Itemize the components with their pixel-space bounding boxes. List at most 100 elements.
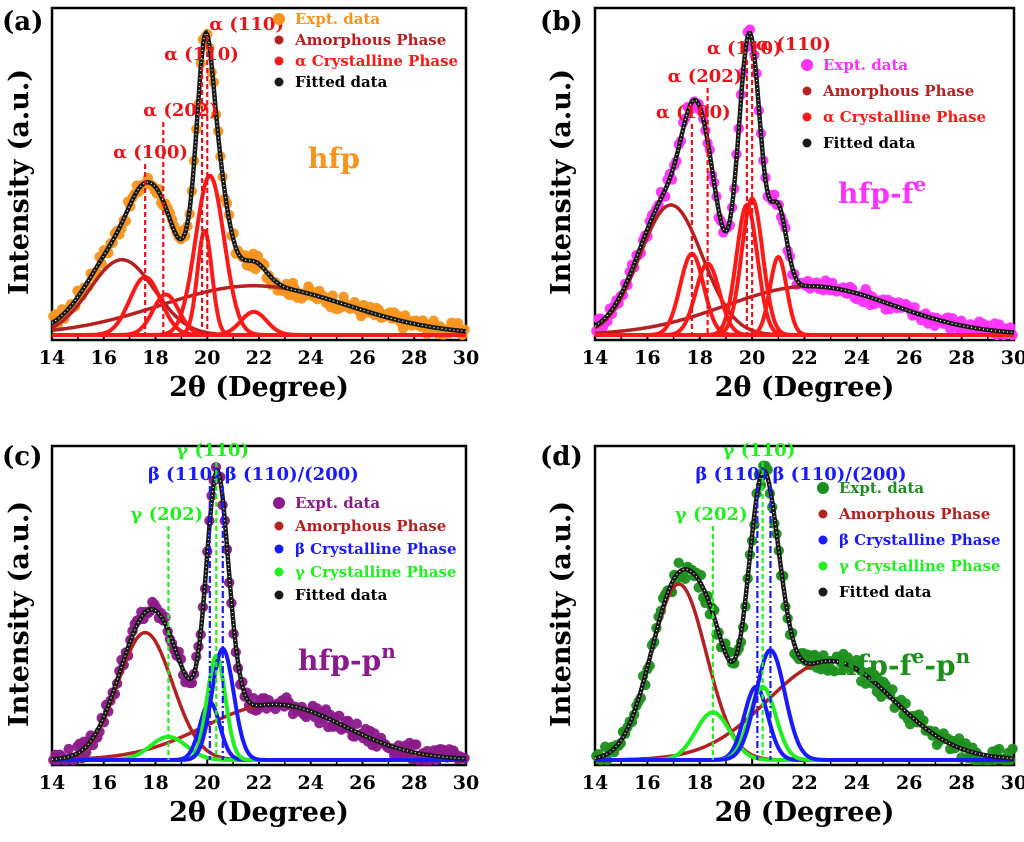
- legend-marker: [818, 509, 828, 519]
- expt-data-point: [887, 684, 898, 695]
- peak-annotation: β (110): [695, 464, 768, 485]
- x-tick-label: 18: [142, 772, 168, 794]
- panel-c: 14 16 18 20 22 24 26 28 30 2θ (Degree) Intensity (…: [2, 440, 479, 828]
- fitted-curve-highlight: [594, 32, 1015, 334]
- peak-annotation: α (110): [209, 14, 284, 35]
- expt-data-point: [994, 743, 1005, 755]
- x-tick-label: 26: [896, 347, 922, 369]
- legend-marker: [273, 13, 285, 25]
- expt-data-point: [851, 654, 862, 666]
- x-axis-title: 2θ (Degree): [715, 797, 895, 828]
- x-tick-label: 20: [739, 347, 765, 369]
- x-tick-label: 16: [91, 347, 117, 369]
- sample-superscript: e: [912, 644, 925, 668]
- peak-annotation: α (110): [756, 34, 831, 55]
- sample-superscript: e: [914, 172, 927, 196]
- fitted-curve: [594, 468, 1015, 761]
- legend-marker: [274, 56, 284, 66]
- x-tick-label: 16: [91, 772, 117, 794]
- legend-entry: Amorphous Phase: [294, 517, 446, 535]
- sample-superscript: n: [381, 639, 396, 663]
- x-tick-label: 18: [142, 347, 168, 369]
- peak-annotation: γ (110): [723, 440, 796, 461]
- expt-data-point: [769, 189, 780, 200]
- legend-marker: [818, 587, 828, 597]
- x-tick-label: 14: [39, 772, 65, 794]
- expt-data-point: [63, 743, 74, 755]
- legend-marker: [274, 567, 284, 577]
- x-tick-label: 18: [687, 347, 713, 369]
- legend-marker: [274, 35, 284, 45]
- expt-data-point: [876, 691, 887, 702]
- legend-entry: Fitted data: [823, 134, 916, 152]
- x-tick-label: 30: [453, 772, 479, 794]
- peak-annotation: β (110): [148, 464, 221, 485]
- x-tick-label: 28: [401, 347, 427, 369]
- legend-marker: [274, 77, 284, 87]
- peak-annotation: β (110)/(200): [225, 464, 359, 485]
- x-tick-label: 24: [298, 347, 324, 369]
- legend-marker: [802, 112, 812, 122]
- panel-letter: (a): [2, 7, 43, 37]
- x-tick-label: 20: [194, 772, 220, 794]
- peak-annotation: β (110)/(200): [772, 464, 906, 485]
- x-tick-label: 18: [687, 772, 713, 794]
- y-axis-title: Intensity (a.u.): [546, 69, 577, 295]
- peak-annotation: α (202): [668, 66, 743, 87]
- sample-label: hfp-pn: [298, 639, 396, 677]
- x-axis-title: 2θ (Degree): [715, 372, 895, 403]
- sample-superscript: n: [956, 644, 971, 668]
- sample-text: hfp: [308, 142, 360, 175]
- expt-data-point: [342, 715, 354, 727]
- sample-label: hfp-fe-pn: [836, 644, 971, 682]
- x-tick-label: 16: [634, 772, 660, 794]
- x-tick-label: 28: [948, 347, 974, 369]
- y-axis-title: Intensity (a.u.): [4, 501, 35, 727]
- legend-marker: [274, 590, 284, 600]
- y-axis-title: Intensity (a.u.): [546, 501, 577, 727]
- fitted-curve-highlight: [51, 470, 467, 760]
- fitted-curve: [593, 31, 1015, 335]
- x-tick-label: 14: [582, 347, 608, 369]
- x-tick-label: 16: [634, 347, 660, 369]
- legend-entry: Expt. data: [295, 10, 380, 28]
- y-axis-title: Intensity (a.u.): [4, 69, 35, 295]
- legend-marker: [818, 561, 828, 571]
- peak-annotation: α (110): [707, 38, 782, 59]
- panel-a: 14 16 18 20 22 24 26 28 30 2θ (Degree) Intensity (…: [2, 6, 479, 403]
- peak-annotation: γ (202): [130, 504, 203, 525]
- peak-annotation: α (100): [656, 102, 731, 123]
- peak-annotation: α (110): [164, 44, 239, 65]
- peak-annotation: α (202): [143, 100, 218, 121]
- panel-d: 14 16 18 20 22 24 26 28 30 2θ (Degree) Intensity (…: [540, 440, 1024, 828]
- x-tick-label: 20: [739, 772, 765, 794]
- legend-entry: β Crystalline Phase: [295, 540, 457, 558]
- legend-entry: α Crystalline Phase: [295, 52, 458, 70]
- sample-text: hfp-f: [836, 649, 914, 682]
- legend-entry: γ Crystalline Phase: [839, 557, 1000, 575]
- expt-data-point: [411, 739, 422, 750]
- peak-annotation: α (100): [113, 142, 188, 163]
- legend-marker: [802, 86, 812, 96]
- x-tick-label: 22: [791, 347, 817, 369]
- expt-data-point: [351, 718, 362, 729]
- x-tick-label: 22: [246, 347, 272, 369]
- x-tick-label: 20: [194, 347, 220, 369]
- x-tick-label: 22: [246, 772, 272, 794]
- legend-marker: [818, 535, 828, 545]
- sample-label: hfp-fe: [838, 172, 926, 210]
- expt-data-point: [829, 666, 840, 677]
- x-tick-label: 30: [1001, 772, 1024, 794]
- expt-data-point: [673, 557, 684, 568]
- x-tick-label: 24: [844, 347, 870, 369]
- legend-entry: Fitted data: [295, 73, 388, 91]
- x-tick-label: 22: [791, 772, 817, 794]
- x-tick-label: 24: [298, 772, 324, 794]
- x-axis-title: 2θ (Degree): [169, 797, 349, 828]
- x-tick-label: 28: [401, 772, 427, 794]
- x-tick-label: 26: [349, 772, 375, 794]
- component-peak-beta: [52, 646, 466, 762]
- legend-marker: [817, 482, 829, 494]
- x-tick-label: 14: [39, 347, 65, 369]
